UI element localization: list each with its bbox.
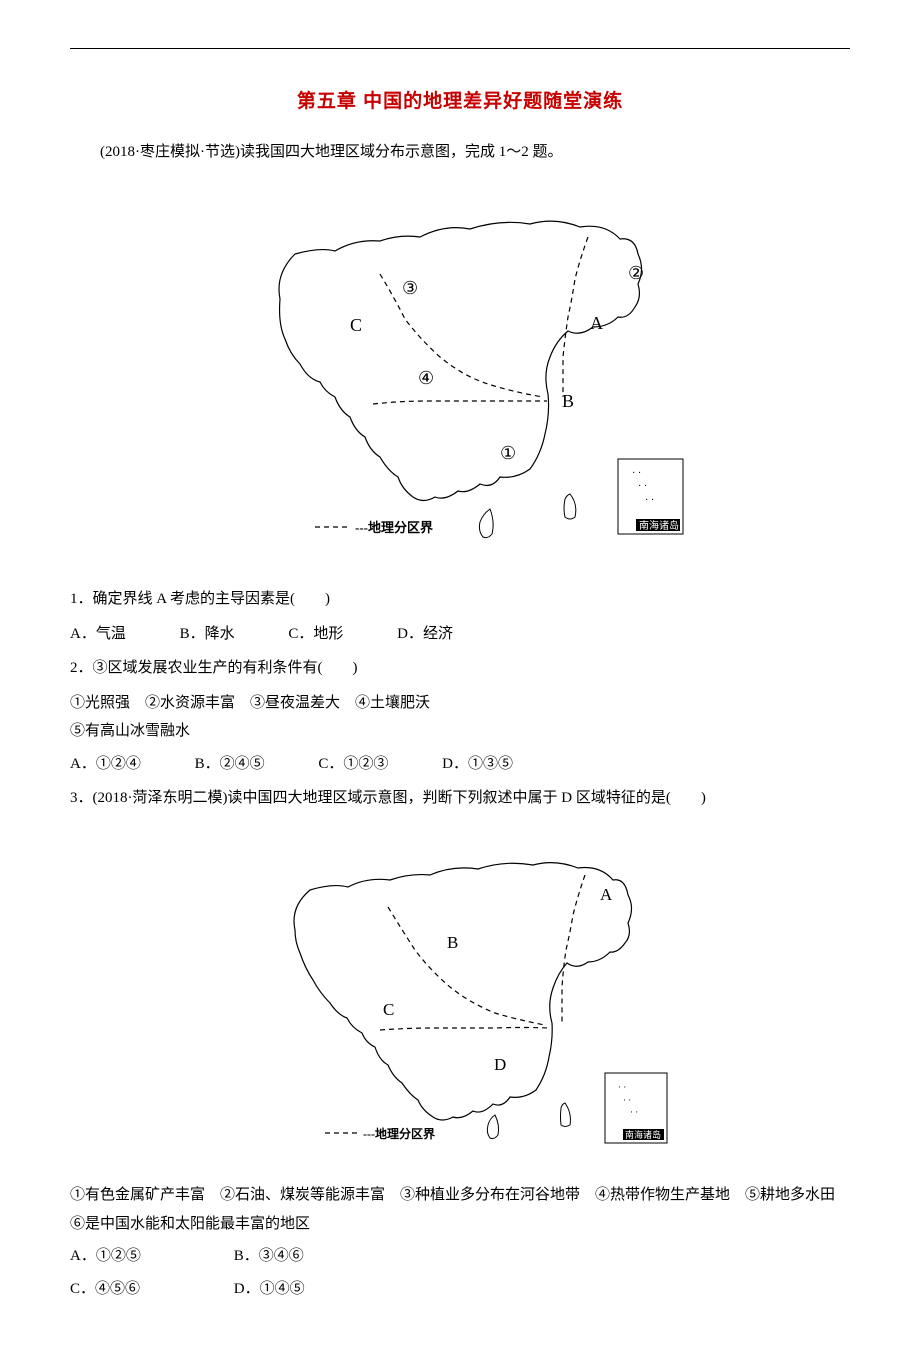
- q2-option-b: B．②④⑤: [195, 750, 265, 779]
- hainan-1: [479, 509, 493, 538]
- china-outline-2: [294, 862, 632, 1119]
- boundary-vertical-1: [563, 237, 588, 397]
- map1-container: A B C ① ② ③ ④ ---地理分区界 · · · · · · 南海诸岛: [70, 179, 850, 570]
- island-dots-1c: · ·: [645, 495, 654, 506]
- q3-text: 3．(2018·菏泽东明二模)读中国四大地理区域示意图，判断下列叙述中属于 D …: [70, 784, 850, 813]
- intro-text: (2018·枣庄模拟·节选)读我国四大地理区域分布示意图，完成 1～2 题。: [70, 138, 850, 167]
- label2-b: B: [447, 933, 458, 952]
- q1-option-a: A．气温: [70, 620, 126, 649]
- boundary-2b: [562, 875, 585, 1025]
- small-label-1: 南海诸岛: [639, 519, 679, 532]
- q1-option-c: C．地形: [288, 620, 343, 649]
- label2-d: D: [494, 1055, 506, 1074]
- q2-text: 2．③区域发展农业生产的有利条件有( ): [70, 654, 850, 683]
- boundary-2c: [380, 1027, 548, 1030]
- label-b: B: [562, 391, 574, 411]
- island-dots-1b: · ·: [638, 481, 647, 492]
- label-4: ④: [418, 368, 434, 388]
- q2-options: A．①②④ B．②④⑤ C．①②③ D．①③⑤: [70, 750, 850, 779]
- q1-option-b: B．降水: [180, 620, 235, 649]
- label-c: C: [350, 315, 362, 335]
- china-outline-1: [279, 221, 642, 500]
- legend-text-2: ---地理分区界: [363, 1126, 435, 1141]
- q1-option-d: D．经济: [397, 620, 453, 649]
- map2-container: A B C D ---地理分区界 · · · · · · 南海诸岛: [70, 825, 850, 1166]
- island-dots-2b: · ·: [623, 1095, 631, 1105]
- top-divider: [70, 48, 850, 49]
- q3-option-c: C．④⑤⑥: [70, 1275, 230, 1304]
- map1-svg: A B C ① ② ③ ④ ---地理分区界 · · · · · · 南海诸岛: [220, 179, 700, 559]
- taiwan-2: [561, 1103, 571, 1127]
- q2-sub: ①光照强 ②水资源丰富 ③昼夜温差大 ④土壤肥沃: [70, 689, 850, 718]
- boundary-2a: [388, 907, 545, 1025]
- q3-sub: ①有色金属矿产丰富 ②石油、煤炭等能源丰富 ③种植业多分布在河谷地带 ④热带作物…: [70, 1181, 850, 1238]
- island-dots-2c: · ·: [630, 1107, 638, 1117]
- label-3: ③: [402, 278, 418, 298]
- q3-option-b: B．③④⑥: [234, 1248, 304, 1264]
- label-a: A: [590, 313, 603, 333]
- label-1: ①: [500, 443, 516, 463]
- island-dots-2a: · ·: [618, 1082, 626, 1092]
- taiwan-1: [564, 494, 576, 519]
- q1-text: 1．确定界线 A 考虑的主导因素是( ): [70, 585, 850, 614]
- q2-sub2: ⑤有高山冰雪融水: [70, 717, 850, 746]
- map2-svg: A B C D ---地理分区界 · · · · · · 南海诸岛: [240, 825, 680, 1155]
- q3-options: A．①②⑤ B．③④⑥ C．④⑤⑥ D．①④⑤: [70, 1242, 850, 1303]
- boundary-b: [373, 401, 547, 404]
- q3-option-a: A．①②⑤: [70, 1242, 230, 1271]
- q2-option-a: A．①②④: [70, 750, 141, 779]
- q2-option-c: C．①②③: [318, 750, 388, 779]
- q1-options: A．气温 B．降水 C．地形 D．经济: [70, 620, 850, 649]
- small-label-2: 南海诸岛: [625, 1129, 661, 1140]
- label2-c: C: [383, 1000, 394, 1019]
- q3-option-d: D．①④⑤: [234, 1281, 305, 1297]
- label2-a: A: [600, 885, 613, 904]
- hainan-2: [487, 1115, 498, 1139]
- island-dots-1a: · ·: [632, 468, 641, 479]
- chapter-title: 第五章 中国的地理差异好题随堂演练: [70, 84, 850, 120]
- label-2: ②: [628, 263, 644, 283]
- legend-text-1: ---地理分区界: [355, 520, 433, 535]
- q2-option-d: D．①③⑤: [442, 750, 513, 779]
